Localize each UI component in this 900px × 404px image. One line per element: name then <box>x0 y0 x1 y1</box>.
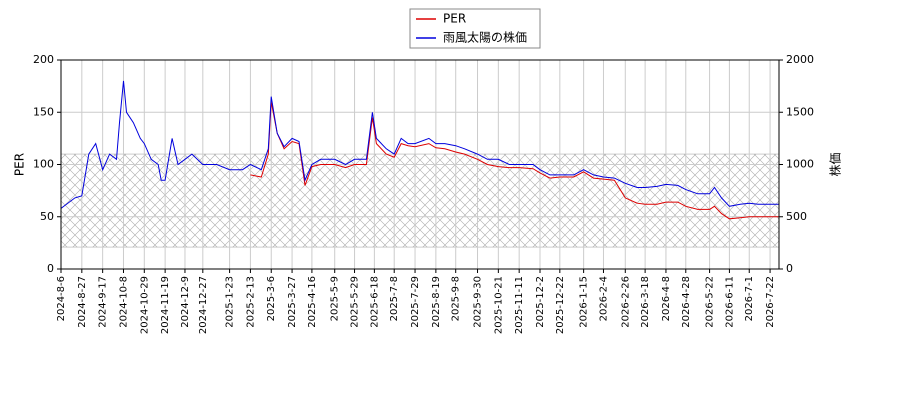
x-tick-label: 2025-12-22 <box>555 276 566 334</box>
y-tick-label: 200 <box>33 53 54 66</box>
x-tick-label: 2025-3-27 <box>287 276 298 328</box>
x-tick-label: 2026-4-8 <box>661 276 672 321</box>
y-tick-label: 150 <box>33 105 54 118</box>
x-tick-label: 2025-6-18 <box>369 276 380 328</box>
x-tick-label: 2024-8-27 <box>77 276 88 328</box>
x-tick-label: 2025-3-6 <box>266 276 277 321</box>
legend-label: PER <box>443 12 466 26</box>
y2-tick-label: 1000 <box>786 158 814 171</box>
x-tick-label: 2025-9-8 <box>451 276 462 321</box>
x-tick-label: 2025-7-8 <box>389 276 400 321</box>
x-tick-label: 2025-5-9 <box>330 276 341 321</box>
legend-label: 雨風太陽の株価 <box>443 30 527 45</box>
series-line <box>60 80 779 209</box>
y2-tick-label: 0 <box>786 262 793 275</box>
y2-tick-label: 1500 <box>786 105 814 118</box>
x-tick-label: 2026-1-15 <box>579 276 590 328</box>
legend-box <box>409 8 541 49</box>
x-tick-label: 2024-12-27 <box>198 276 209 334</box>
y-tick-label: 100 <box>33 158 54 171</box>
x-tick-label: 2025-8-19 <box>431 276 442 328</box>
x-tick-label: 2025-5-29 <box>350 276 361 328</box>
x-tick-label: 2025-12-2 <box>535 276 546 328</box>
x-tick-label: 2025-1-23 <box>225 276 236 328</box>
x-tick-label: 2026-4-28 <box>681 276 692 328</box>
y-axis-label: PER <box>13 153 27 176</box>
plot-frame <box>60 59 780 270</box>
x-tick-label: 2025-7-29 <box>410 276 421 328</box>
x-tick-label: 2025-4-16 <box>307 276 318 328</box>
x-tick-label: 2024-10-8 <box>118 276 129 328</box>
x-tick-label: 2024-11-19 <box>160 276 171 334</box>
x-tick-label: 2026-3-18 <box>640 276 651 328</box>
y2-axis-label: 株価 <box>828 152 843 176</box>
y2-tick-label: 2000 <box>786 53 814 66</box>
x-tick-label: 2026-7-1 <box>744 276 755 321</box>
y-tick-label: 0 <box>47 262 54 275</box>
x-tick-label: 2026-2-4 <box>598 276 609 321</box>
x-tick-label: 2026-2-26 <box>620 276 631 328</box>
x-tick-label: 2025-10-21 <box>493 276 504 334</box>
x-tick-label: 2026-7-22 <box>765 276 776 328</box>
shaded-range <box>60 153 780 248</box>
x-tick-label: 2025-11-11 <box>514 276 525 334</box>
series-line <box>250 101 779 220</box>
x-tick-label: 2024-9-17 <box>98 276 109 328</box>
y2-tick-label: 500 <box>786 210 807 223</box>
y-tick-label: 50 <box>40 210 54 223</box>
x-tick-label: 2026-6-11 <box>724 276 735 328</box>
x-tick-label: 2025-2-13 <box>245 276 256 328</box>
x-tick-label: 2024-10-29 <box>139 276 150 334</box>
x-tick-label: 2025-9-30 <box>473 276 484 328</box>
x-tick-label: 2026-5-22 <box>705 276 716 328</box>
x-tick-label: 2024-8-6 <box>56 276 67 321</box>
x-tick-label: 2024-12-9 <box>180 276 191 328</box>
